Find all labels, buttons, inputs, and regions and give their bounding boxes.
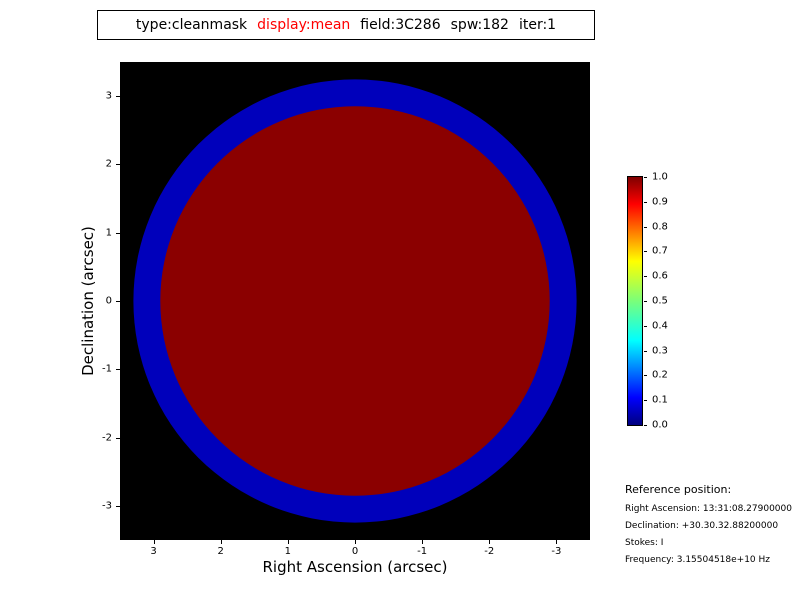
reference-line: Declination: +30.30.32.88200000: [625, 521, 779, 531]
x-tick-mark: [287, 540, 289, 544]
colorbar-tick-mark: [644, 425, 647, 426]
y-tick-mark: [116, 369, 120, 371]
colorbar-tick-mark: [644, 375, 647, 377]
y-tick-label: -2: [102, 432, 112, 444]
x-tick-mark: [153, 540, 155, 544]
title-part: iter:1: [518, 17, 557, 33]
x-tick-mark: [355, 540, 356, 544]
x-axis-label: Right Ascension (arcsec): [262, 558, 448, 576]
plot-area: [120, 62, 590, 540]
colorbar-tick-label: 0.1: [652, 394, 668, 406]
y-tick-mark: [116, 301, 120, 302]
x-tick-label: 3: [150, 546, 157, 557]
y-tick-label: 1: [105, 227, 112, 239]
colorbar-tick-label: 0.7: [652, 245, 668, 257]
x-tick-mark: [220, 540, 222, 544]
colorbar-tick-label: 0.6: [652, 270, 668, 282]
title-part: field:3C286: [360, 17, 441, 33]
colorbar-tick-mark: [644, 177, 647, 178]
reference-line: Right Ascension: 13:31:08.27900000: [625, 504, 792, 514]
y-tick-mark: [116, 164, 120, 166]
colorbar-tick-label: 0.4: [652, 320, 668, 332]
colorbar-tick-mark: [644, 201, 647, 203]
y-tick-mark: [116, 232, 120, 234]
colorbar-tick-label: 0.9: [652, 196, 668, 208]
x-tick-label: 2: [217, 546, 224, 557]
colorbar-tick-mark: [644, 325, 647, 327]
colorbar-tick-mark: [644, 226, 647, 228]
colorbar-tick-mark: [644, 350, 647, 352]
plot-title: type:cleanmask display:mean field:3C286 spw…: [97, 10, 595, 40]
y-tick-label: 3: [105, 90, 112, 102]
colorbar-tick-mark: [644, 251, 647, 253]
colorbar-gradient: [627, 176, 643, 426]
y-tick-mark: [116, 505, 120, 507]
reference-line: Frequency: 3.15504518e+10 Hz: [625, 555, 771, 565]
y-tick-mark: [116, 96, 120, 98]
y-tick-label: -1: [102, 363, 112, 375]
title-part: display:mean: [257, 17, 351, 33]
reference-line: Stokes: I: [625, 538, 664, 548]
colorbar-tick-mark: [644, 301, 647, 302]
colorbar-tick-mark: [644, 400, 647, 402]
colorbar-tick-label: 0.2: [652, 369, 668, 381]
x-tick-label: 0: [351, 546, 359, 557]
y-axis-label: Declination (arcsec): [79, 226, 97, 376]
colorbar: 1.0 0.9 0.8 0.7 0.6 0.5 0.4 0.3 0.2 0.1 0.0: [627, 172, 707, 431]
x-tick-label: -3: [551, 546, 562, 557]
colorbar-tick-label: 0.5: [652, 295, 668, 307]
colorbar-tick-label: 0.8: [652, 221, 668, 233]
mask-image: [133, 79, 577, 523]
x-tick-label: -2: [484, 546, 495, 557]
y-tick-label: 0: [105, 295, 112, 307]
x-tick-mark: [556, 540, 558, 544]
colorbar-tick-label: 1.0: [652, 171, 668, 183]
x-axis: 3 2 1 0 -1 -2 -3: [120, 540, 590, 562]
y-tick-mark: [116, 437, 120, 439]
reference-heading: Reference position:: [625, 483, 732, 496]
colorbar-tick-label: 0.0: [652, 419, 668, 431]
x-tick-mark: [422, 540, 424, 544]
y-tick-label: 2: [105, 158, 112, 170]
title-part: type:cleanmask: [135, 17, 248, 33]
y-tick-label: -3: [102, 500, 112, 512]
title-part: spw:182: [450, 17, 509, 33]
x-tick-label: 1: [284, 546, 292, 557]
mask-region: [160, 106, 550, 496]
colorbar-tick-label: 0.3: [652, 345, 668, 357]
x-tick-label: -1: [417, 546, 428, 557]
x-tick-mark: [489, 540, 491, 544]
reference-position: Reference position: Right Ascension: 13:…: [625, 483, 800, 572]
colorbar-tick-mark: [644, 276, 647, 278]
